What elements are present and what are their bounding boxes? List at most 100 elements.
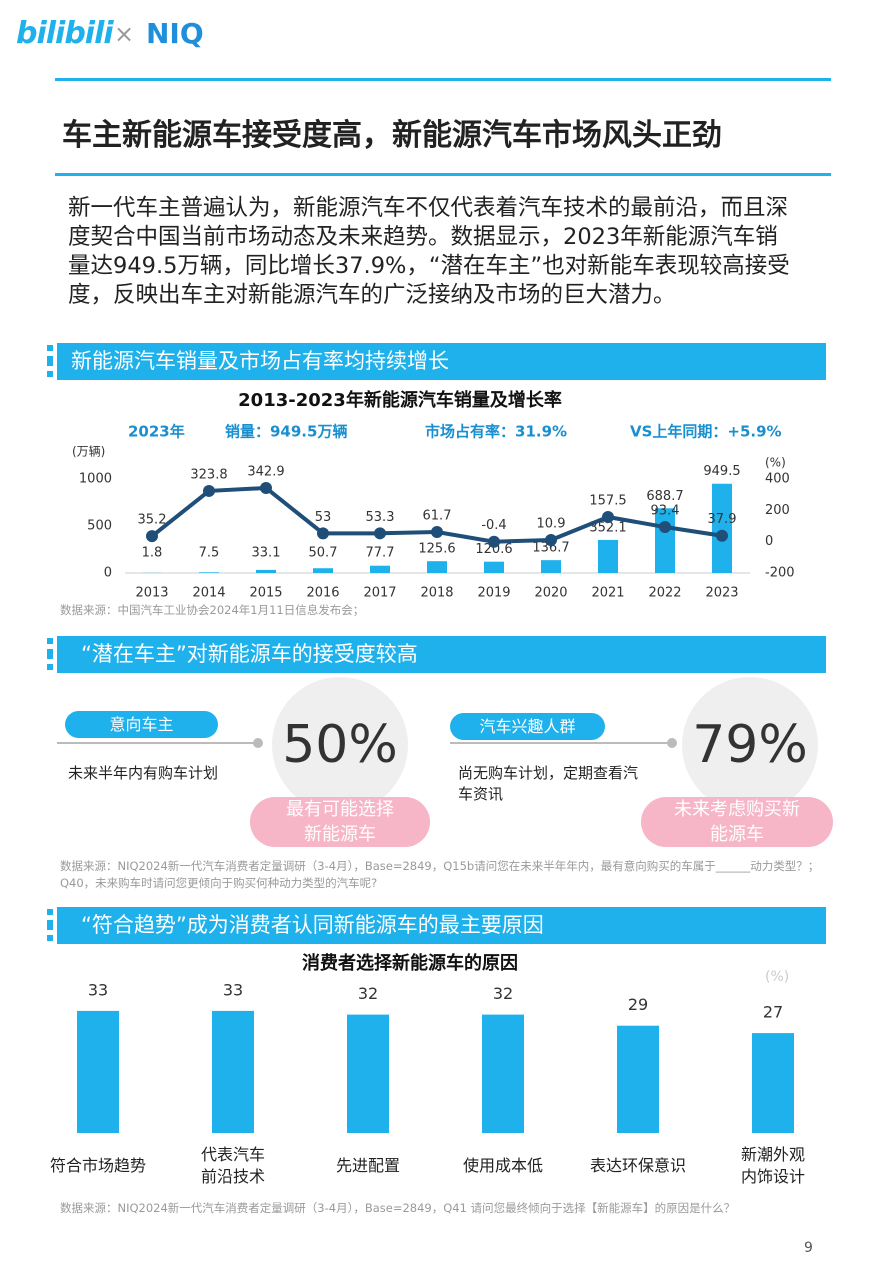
bar-label: 949.5 bbox=[703, 464, 740, 479]
line-point bbox=[545, 533, 557, 546]
line-point bbox=[716, 529, 728, 542]
card-desc: 未来半年内有购车计划 bbox=[68, 764, 219, 782]
line-point bbox=[374, 527, 386, 540]
y-tick-label: 500 bbox=[87, 519, 112, 534]
y2-tick-label: 200 bbox=[765, 503, 790, 518]
card-stat: 79% bbox=[682, 677, 818, 813]
card-tag: 汽车兴趣人群 bbox=[450, 713, 605, 740]
point-label: 342.9 bbox=[247, 464, 284, 479]
bar bbox=[484, 561, 504, 573]
category-label: 先进配置 bbox=[335, 1156, 400, 1175]
highlight: 销量：949.5万辆 bbox=[225, 423, 347, 441]
connector bbox=[57, 742, 257, 744]
decoration bbox=[47, 920, 53, 930]
line-point bbox=[260, 481, 272, 494]
point-label: 53 bbox=[315, 510, 332, 525]
connector-dot bbox=[253, 738, 263, 748]
bar-label: 29 bbox=[628, 995, 648, 1014]
bar bbox=[256, 569, 276, 573]
decoration bbox=[47, 935, 53, 941]
point-label: 157.5 bbox=[589, 493, 626, 508]
bar-label: 27 bbox=[763, 1003, 783, 1022]
source: 数据来源：中国汽车工业协会2024年1月11日信息发布会； bbox=[60, 603, 365, 617]
point-label: 93.4 bbox=[651, 504, 680, 519]
x-tick-label: 2017 bbox=[363, 586, 396, 601]
card-stat: 50% bbox=[272, 677, 408, 813]
bar bbox=[427, 561, 447, 573]
point-label: -0.4 bbox=[481, 518, 506, 533]
highlight: 市场占有率：31.9% bbox=[425, 423, 567, 441]
rule bbox=[55, 173, 831, 176]
line-point bbox=[146, 530, 158, 543]
bar bbox=[199, 572, 219, 573]
x-tick-label: 2019 bbox=[477, 586, 510, 601]
bar-label: 32 bbox=[358, 984, 378, 1003]
section-heading: “符合趋势”成为消费者认同新能源车的最主要原因 bbox=[57, 907, 826, 944]
logo-separator: × bbox=[114, 20, 135, 48]
line-point bbox=[431, 526, 443, 539]
intro: 新一代车主普遍认为，新能源汽车不仅代表着汽车技术的最前沿，而且深度契合中国当前市… bbox=[68, 195, 790, 308]
y-axis-label: (万辆) bbox=[72, 445, 105, 459]
highlight: VS上年同期：+5.9% bbox=[630, 423, 782, 441]
point-label: 53.3 bbox=[366, 510, 395, 525]
category-label: 使用成本低 bbox=[462, 1156, 543, 1175]
x-tick-label: 2023 bbox=[705, 586, 738, 601]
bar-label: 688.7 bbox=[646, 489, 683, 504]
decoration bbox=[47, 909, 53, 915]
line-point bbox=[659, 521, 671, 534]
decoration bbox=[47, 356, 53, 366]
bar-label: 77.7 bbox=[366, 546, 395, 561]
bar-label: 33.1 bbox=[252, 546, 281, 561]
logo-niq: NIQ bbox=[146, 17, 204, 50]
page-title: 车主新能源车接受度高，新能源汽车市场风头正劲 bbox=[62, 118, 722, 153]
y2-axis-label: (%) bbox=[765, 456, 786, 470]
bar bbox=[598, 539, 618, 573]
y2-tick-label: 0 bbox=[765, 534, 773, 549]
point-label: 323.8 bbox=[190, 467, 227, 482]
x-tick-label: 2014 bbox=[192, 586, 225, 601]
decoration bbox=[47, 345, 53, 351]
y2-tick-label: 400 bbox=[765, 472, 790, 487]
connector-dot bbox=[667, 738, 677, 748]
bar bbox=[347, 1014, 389, 1133]
bar bbox=[77, 1010, 119, 1133]
y2-tick-label: -200 bbox=[765, 566, 795, 581]
category-label: 表达环保意识 bbox=[589, 1156, 686, 1175]
source: 数据来源：NIQ2024新一代汽车消费者定量调研（3-4月），Base=2849… bbox=[60, 859, 820, 890]
bar bbox=[482, 1014, 524, 1133]
x-tick-label: 2013 bbox=[135, 586, 168, 601]
bar bbox=[313, 568, 333, 573]
bar-label: 352.1 bbox=[589, 520, 626, 535]
bar-label: 1.8 bbox=[142, 546, 163, 561]
chart-title: 2013-2023年新能源汽车销量及增长率 bbox=[238, 389, 562, 411]
line-point bbox=[203, 484, 215, 497]
page-number: 9 bbox=[804, 1240, 813, 1256]
bar bbox=[370, 565, 390, 573]
bar bbox=[541, 560, 561, 573]
bar-label: 136.7 bbox=[532, 541, 569, 556]
bar bbox=[752, 1033, 794, 1133]
decoration bbox=[47, 638, 53, 644]
rule bbox=[55, 78, 831, 81]
category-label: 新潮外观 内饰设计 bbox=[740, 1145, 805, 1186]
category-label: 代表汽车 前沿技术 bbox=[200, 1145, 265, 1186]
bar-label: 33 bbox=[223, 980, 243, 999]
unit-label: (%) bbox=[765, 969, 789, 985]
bar bbox=[617, 1025, 659, 1133]
logo-bilibili: bilibili bbox=[16, 16, 114, 51]
point-label: 35.2 bbox=[138, 513, 167, 528]
bar-label: 120.6 bbox=[475, 542, 512, 557]
x-tick-label: 2020 bbox=[534, 586, 567, 601]
bar-label: 33 bbox=[88, 980, 108, 999]
decoration bbox=[47, 664, 53, 670]
bar-label: 7.5 bbox=[199, 546, 220, 561]
highlight: 2023年 bbox=[128, 423, 185, 441]
bar bbox=[712, 483, 732, 573]
source: 数据来源：NIQ2024新一代汽车消费者定量调研（3-4月），Base=2849… bbox=[60, 1201, 736, 1215]
line-point bbox=[488, 535, 500, 548]
bar-label: 50.7 bbox=[309, 546, 338, 561]
category-label: 符合市场趋势 bbox=[49, 1156, 146, 1175]
card-desc: 尚无购车计划，定期查看汽车资讯 bbox=[458, 764, 639, 803]
x-tick-label: 2018 bbox=[420, 586, 453, 601]
